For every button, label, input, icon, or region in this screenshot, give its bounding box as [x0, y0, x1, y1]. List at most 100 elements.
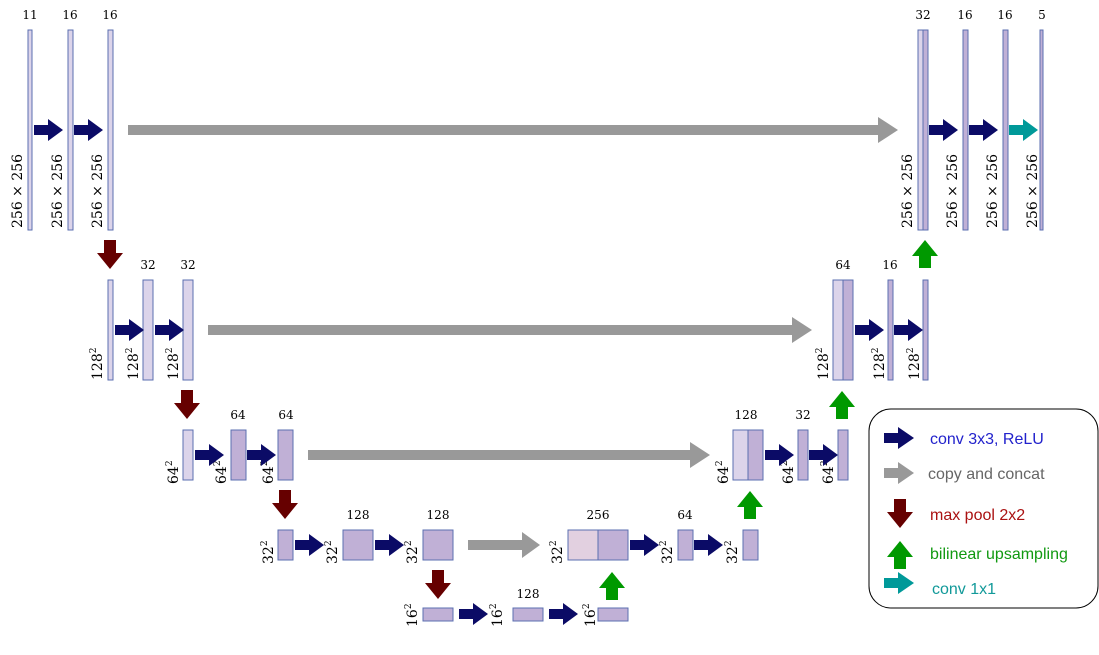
channel-label: 128	[427, 508, 450, 522]
channel-label: 5	[1038, 8, 1046, 22]
conv-arrow	[295, 534, 324, 556]
feature-map-d1-copy	[917, 29, 924, 231]
size-label: 1282	[165, 348, 182, 380]
conv-arrow	[694, 534, 723, 556]
channel-label: 128	[735, 408, 758, 422]
size-label: 1282	[906, 348, 923, 380]
upsample-arrow	[829, 391, 855, 419]
size-label: 642	[165, 460, 182, 484]
upsample-arrow	[912, 240, 938, 268]
feature-map-d4b	[677, 529, 694, 561]
size-label: 256 × 256	[900, 154, 916, 228]
feature-map-d3-up	[747, 429, 764, 481]
size-label: 322	[324, 540, 341, 564]
channel-label: 11	[22, 8, 37, 22]
level-5-bottleneck: 128 162 162 162	[404, 587, 629, 627]
channel-label: 64	[230, 408, 246, 422]
feature-map-bt-c	[597, 607, 629, 622]
feature-map-d2-copy	[832, 279, 844, 381]
size-label: 256 × 256	[1025, 154, 1041, 228]
size-label: 1282	[815, 348, 832, 380]
channel-label: 16	[997, 8, 1012, 22]
channel-label: 64	[835, 258, 851, 272]
size-label: 256 × 256	[10, 154, 26, 228]
feature-map-d4-up	[597, 529, 629, 561]
feature-map-d1b	[962, 29, 969, 231]
upsample-arrow	[599, 572, 625, 600]
feature-map-d2c	[922, 279, 929, 381]
conv-arrow	[74, 119, 103, 141]
conv-arrow	[630, 534, 659, 556]
conv-arrow	[549, 603, 578, 625]
channel-label: 16	[957, 8, 972, 22]
channel-label: 32	[140, 258, 155, 272]
feature-map-e1a	[27, 29, 33, 231]
conv-arrow	[247, 444, 276, 466]
conv-arrow	[155, 319, 184, 341]
feature-map-d4c	[742, 529, 759, 561]
size-label: 256 × 256	[945, 154, 961, 228]
conv-arrow	[195, 444, 224, 466]
feature-map-e1b	[67, 29, 74, 231]
size-label: 322	[724, 540, 741, 564]
size-label: 1282	[125, 348, 142, 380]
conv-arrow	[765, 444, 794, 466]
channel-label: 32	[180, 258, 195, 272]
legend-box	[868, 408, 1099, 609]
conv-arrow	[459, 603, 488, 625]
legend-conv1x1-icon	[884, 572, 914, 594]
conv-arrow	[375, 534, 404, 556]
feature-map-e2a	[107, 279, 114, 381]
conv-arrow	[34, 119, 63, 141]
conv-arrow	[894, 319, 923, 341]
legend-upsample-label: bilinear upsampling	[930, 546, 1068, 563]
legend-upsample-icon	[887, 541, 913, 569]
feature-map-e2b	[142, 279, 154, 381]
feature-map-bt-b	[512, 607, 544, 622]
size-label: 162	[582, 603, 599, 627]
feature-map-e4a	[277, 529, 294, 561]
size-label: 642	[715, 460, 732, 484]
size-label: 322	[260, 540, 277, 564]
feature-map-bt-a	[422, 607, 454, 622]
channel-label: 32	[915, 8, 930, 22]
copy-arrow	[468, 532, 540, 558]
legend-pool-label: max pool 2x2	[930, 507, 1025, 524]
copy-arrow	[128, 117, 898, 143]
feature-map-e3b	[230, 429, 247, 481]
size-label: 322	[549, 540, 566, 564]
copy-arrow	[308, 442, 710, 468]
feature-map-e1c	[107, 29, 114, 231]
conv-arrow	[855, 319, 884, 341]
channel-label: 16	[882, 258, 897, 272]
feature-map-d3-copy	[732, 429, 749, 481]
level-1: 11 16 16 32 16 16 5 256 × 256 256 × 256 …	[10, 8, 1046, 231]
arrows	[34, 117, 1038, 625]
feature-map-output	[1039, 29, 1044, 231]
legend-conv-label: conv 3x3, ReLU	[930, 431, 1044, 448]
conv-arrow	[929, 119, 958, 141]
channel-label: 128	[517, 587, 540, 601]
legend-conv1x1-label: conv 1x1	[932, 581, 996, 598]
copy-arrow	[208, 317, 812, 343]
size-label: 642	[780, 460, 797, 484]
legend-copy-icon	[884, 462, 914, 484]
size-label: 642	[260, 460, 277, 484]
feature-map-d2b	[887, 279, 894, 381]
pool-arrow	[425, 570, 451, 599]
level-4: 128 128 256 64 322 322 322 322 322 322	[260, 508, 759, 564]
feature-map-e4c	[422, 529, 454, 561]
feature-map-d1c	[1002, 29, 1009, 231]
feature-map-e2c	[182, 279, 194, 381]
legend-pool-icon	[887, 499, 913, 528]
conv-arrow	[969, 119, 998, 141]
conv-arrow	[115, 319, 144, 341]
channel-label: 32	[795, 408, 810, 422]
size-label: 256 × 256	[985, 154, 1001, 228]
channel-label: 16	[102, 8, 117, 22]
feature-map-e4b	[342, 529, 374, 561]
level-2: 32 32 64 16 1282 1282 1282 1282 1282 128…	[89, 258, 929, 381]
legend: conv 3x3, ReLU copy and concat max pool …	[868, 408, 1099, 609]
feature-map-d3b	[797, 429, 809, 481]
